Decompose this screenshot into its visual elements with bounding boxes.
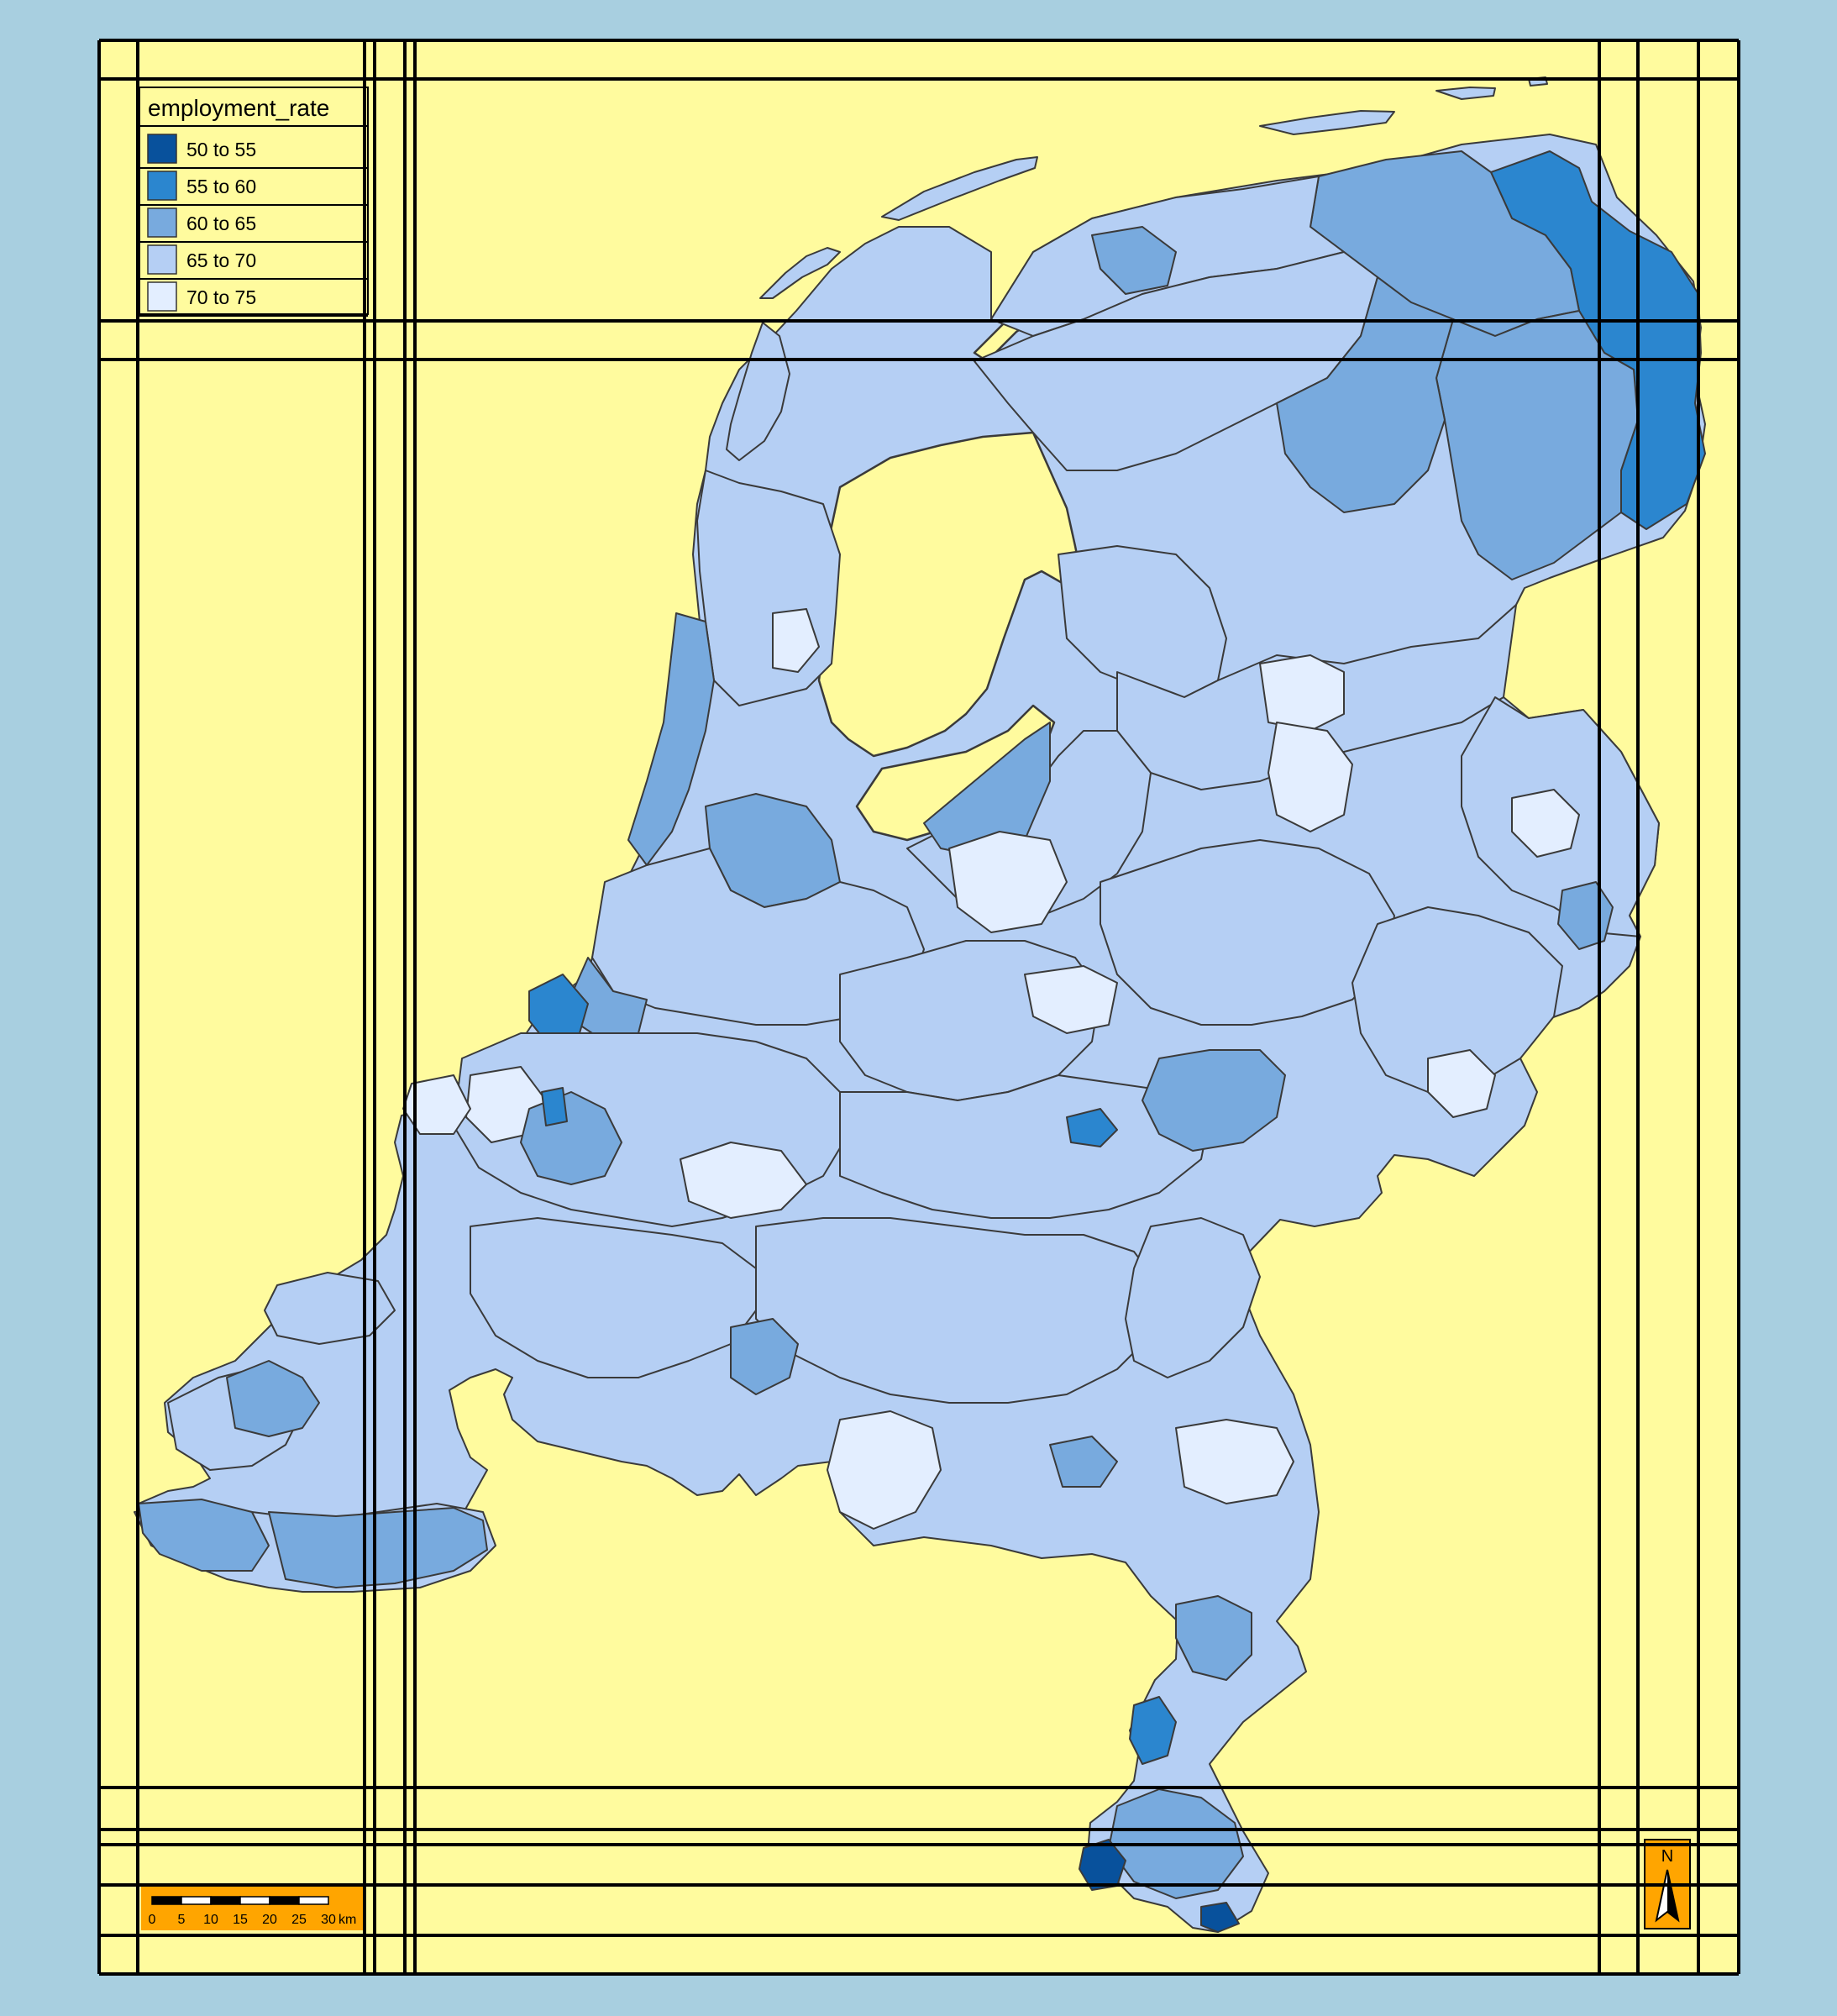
region-tiel[interactable]	[1066, 1108, 1118, 1147]
scale-tick-label: 25	[291, 1913, 307, 1927]
scale-tick-label: 0	[149, 1913, 156, 1927]
region-twente-north-light[interactable]	[1511, 789, 1580, 858]
island-schiermonnikoog[interactable]	[1435, 87, 1496, 100]
legend-swatch	[147, 207, 177, 238]
region-brabant-east[interactable]	[1125, 1217, 1261, 1378]
region-veluwe[interactable]	[1100, 839, 1395, 1026]
scale-tick-label: 20	[262, 1913, 277, 1927]
region-zeeland-flanders-west[interactable]	[138, 1499, 270, 1572]
region-brabant-tilburg[interactable]	[730, 1318, 799, 1395]
legend-item-label: 70 to 75	[186, 286, 256, 308]
island-ameland[interactable]	[1259, 110, 1395, 135]
scale-unit-label: km	[339, 1913, 356, 1927]
legend-swatch	[147, 281, 177, 312]
legend-item-label: 60 to 65	[186, 213, 256, 234]
region-friesland-mid[interactable]	[1091, 226, 1177, 295]
legend-item-label: 65 to 70	[186, 249, 256, 271]
region-zeeland-mid[interactable]	[226, 1360, 320, 1437]
scale-tick-label: 15	[233, 1913, 248, 1927]
region-drenthe-east[interactable]	[1435, 310, 1639, 580]
region-drenthe-west[interactable]	[1276, 276, 1454, 513]
north-arrow-shade	[1667, 1870, 1678, 1920]
region-dronten[interactable]	[948, 831, 1068, 933]
scale-tick-labels: 0 5 10 15 20 25 30 km	[149, 1913, 357, 1927]
scale-tick-label: 10	[203, 1913, 218, 1927]
region-kerkrade[interactable]	[1200, 1902, 1240, 1933]
scale-segment	[298, 1896, 329, 1905]
legend-item-label: 55 to 60	[186, 176, 256, 197]
legend: employment_rate 50 to 55 55 to 60 60 to 65…	[139, 87, 369, 317]
legend-item-label: 50 to 55	[186, 139, 256, 160]
region-weert[interactable]	[1049, 1436, 1118, 1488]
region-noord-holland-coast[interactable]	[627, 612, 715, 866]
legend-swatch	[147, 171, 177, 201]
north-arrow-label: N	[1661, 1847, 1673, 1866]
legend-swatch	[147, 244, 177, 275]
legend-box	[139, 87, 369, 315]
scale-bar-background	[141, 1886, 365, 1930]
scale-bar: 0 5 10 15 20 25 30 km	[141, 1886, 365, 1930]
frame-lines	[97, 39, 1740, 1976]
region-helmond-east[interactable]	[1175, 1419, 1294, 1504]
region-utrecht-light[interactable]	[1024, 965, 1118, 1034]
legend-swatch	[147, 134, 177, 164]
region-arnhem-nijmegen[interactable]	[1142, 1049, 1286, 1152]
island-vlieland[interactable]	[759, 247, 841, 299]
scale-segments	[151, 1896, 329, 1905]
region-ijsselmeer-north-light[interactable]	[772, 608, 820, 673]
zeeland-schouwen[interactable]	[264, 1272, 396, 1345]
scale-segment	[239, 1896, 270, 1905]
region-hengelo-light[interactable]	[1268, 722, 1353, 832]
scale-segment	[269, 1896, 300, 1905]
legend-title: employment_rate	[148, 95, 329, 121]
scale-segment	[210, 1896, 241, 1905]
region-eindhoven[interactable]	[827, 1410, 942, 1530]
region-gelderland-west[interactable]	[839, 1074, 1210, 1219]
region-zwolle-light[interactable]	[1259, 654, 1345, 732]
region-doetinchem[interactable]	[1427, 1049, 1496, 1118]
scale-segment	[181, 1896, 212, 1905]
island-terschelling[interactable]	[881, 156, 1038, 221]
scale-tick-label: 30	[321, 1913, 336, 1927]
legend-items: 50 to 55 55 to 60 60 to 65 65 to 70 70 to 75	[139, 125, 368, 317]
scale-tick-label: 5	[178, 1913, 186, 1927]
scale-segment	[151, 1896, 182, 1905]
region-rotterdam-dark[interactable]	[541, 1087, 568, 1126]
region-limburg-mid[interactable]	[1129, 1696, 1177, 1765]
region-noord-holland-north[interactable]	[696, 470, 841, 706]
region-achterhoek[interactable]	[1352, 906, 1563, 1093]
region-zuid-holland-light-2[interactable]	[680, 1142, 807, 1219]
region-limburg-north[interactable]	[1175, 1595, 1252, 1681]
